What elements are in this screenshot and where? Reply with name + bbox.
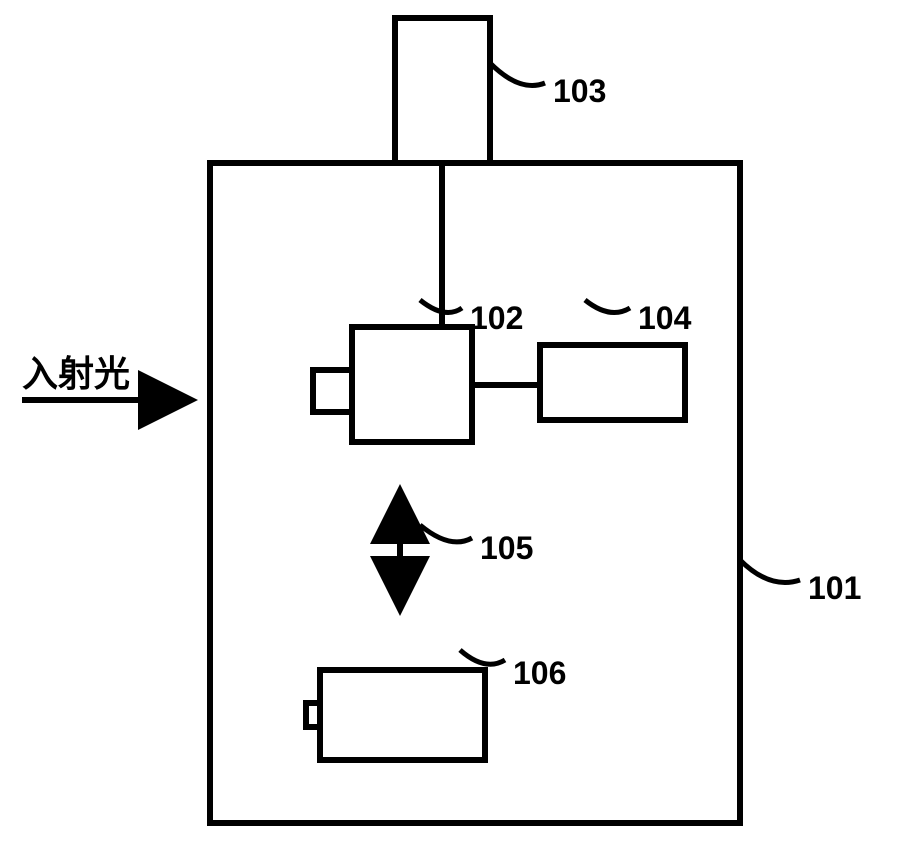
label-103: 103 — [553, 73, 606, 110]
label-105: 105 — [480, 530, 533, 567]
label-104: 104 — [638, 300, 691, 337]
incident-light-label: 入射光 — [22, 345, 130, 397]
label-102: 102 — [470, 300, 523, 337]
block-diagram — [0, 0, 922, 842]
label-106: 106 — [513, 655, 566, 692]
label-101: 101 — [808, 570, 861, 607]
